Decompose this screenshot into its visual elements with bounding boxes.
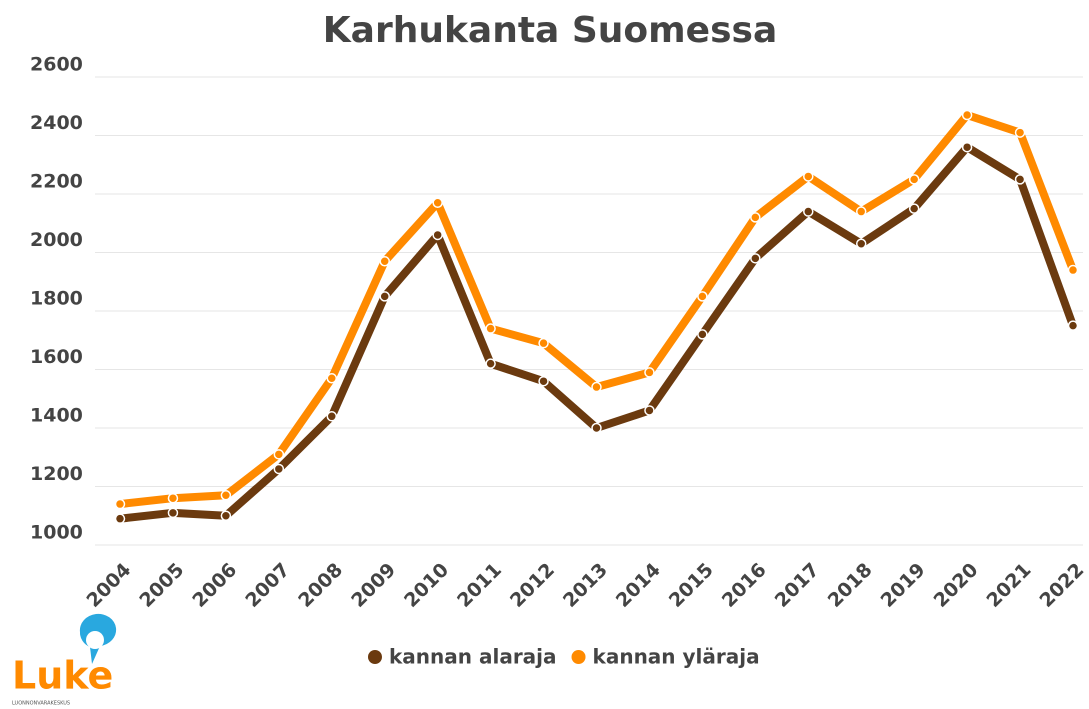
- x-tick-label: 2007: [241, 559, 294, 612]
- data-point: [220, 490, 232, 501]
- data-point: [273, 463, 285, 475]
- data-point: [961, 109, 973, 121]
- data-point: [379, 256, 390, 267]
- x-tick-label: 2008: [294, 559, 347, 612]
- x-tick-label: 2021: [983, 559, 1036, 612]
- data-point: [379, 291, 390, 302]
- data-point: [167, 507, 179, 519]
- data-point: [803, 206, 814, 217]
- data-point: [167, 492, 179, 504]
- series-line: [119, 111, 1077, 509]
- x-tick-label: 2011: [453, 559, 506, 612]
- data-point: [326, 411, 338, 422]
- data-point: [432, 197, 443, 209]
- data-point: [326, 373, 338, 384]
- logo-subtitle: LUONNONVARAKESKUS: [12, 701, 70, 707]
- data-point: [1067, 320, 1079, 331]
- data-point: [908, 203, 920, 214]
- data-point: [114, 513, 126, 524]
- data-point: [273, 449, 285, 460]
- y-tick-label: 2000: [30, 229, 83, 251]
- data-point: [697, 291, 708, 302]
- legend-label: kannan yläraja: [593, 645, 760, 669]
- x-tick-label: 2012: [506, 559, 559, 612]
- legend-marker: [571, 650, 586, 664]
- x-tick-label: 2005: [135, 559, 188, 612]
- legend-label: kannan alaraja: [389, 645, 557, 669]
- data-point: [485, 358, 496, 369]
- x-tick-label: 2019: [877, 559, 930, 612]
- x-tick-label: 2010: [400, 559, 453, 612]
- y-tick-label: 1400: [30, 405, 83, 427]
- logo: Luke LUONNONVARAKESKUS: [12, 613, 117, 707]
- data-point: [1067, 264, 1079, 276]
- data-point: [750, 212, 761, 223]
- logo-name: Luke: [12, 654, 113, 698]
- data-point: [803, 171, 814, 182]
- data-point: [432, 229, 443, 241]
- data-point: [485, 323, 496, 334]
- data-point: [855, 206, 867, 217]
- data-point: [591, 381, 602, 393]
- y-tick-label: 2400: [30, 112, 83, 134]
- data-point: [855, 238, 867, 249]
- data-point: [961, 141, 973, 153]
- y-tick-label: 1600: [30, 346, 83, 368]
- data-point: [220, 510, 232, 521]
- data-point: [591, 422, 602, 434]
- data-point: [750, 253, 761, 264]
- data-point: [644, 405, 655, 416]
- y-tick-label: 2200: [30, 171, 83, 193]
- data-point: [538, 337, 549, 349]
- data-point: [114, 498, 126, 510]
- y-tick-label: 1800: [30, 288, 83, 310]
- x-tick-label: 2006: [188, 559, 241, 612]
- x-tick-label: 2017: [771, 559, 824, 612]
- y-tick-label: 1200: [30, 463, 83, 485]
- data-point: [1014, 174, 1026, 185]
- x-tick-label: 2022: [1035, 559, 1088, 612]
- legend-marker: [368, 650, 382, 664]
- x-tick-label: 2016: [718, 559, 771, 612]
- data-point: [697, 329, 708, 340]
- data-point: [1014, 127, 1026, 138]
- x-tick-label: 2015: [665, 559, 718, 612]
- data-point: [908, 174, 920, 185]
- chart-title: Karhukanta Suomessa: [323, 10, 777, 51]
- x-tick-label: 2009: [347, 559, 400, 612]
- y-tick-label: 1000: [30, 522, 83, 544]
- logo-icon-hole: [86, 631, 104, 649]
- x-tick-label: 2004: [82, 559, 135, 612]
- data-point: [644, 367, 655, 378]
- data-point: [538, 375, 549, 387]
- x-tick-label: 2013: [559, 559, 612, 612]
- x-tick-label: 2020: [930, 559, 983, 612]
- x-tick-label: 2014: [612, 559, 665, 612]
- x-tick-label: 2018: [824, 559, 877, 612]
- y-tick-label: 2600: [30, 54, 83, 76]
